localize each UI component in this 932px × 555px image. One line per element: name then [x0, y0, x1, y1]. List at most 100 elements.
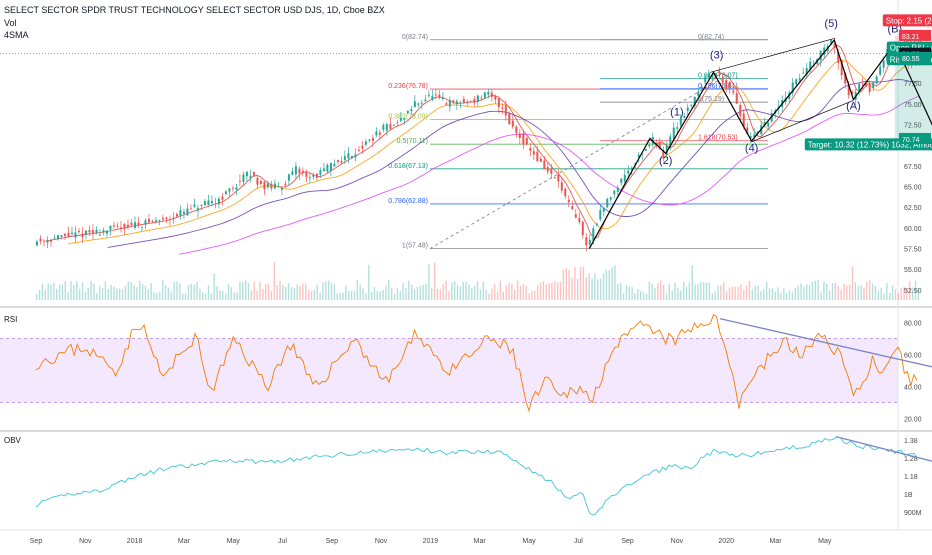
volume-bar: [866, 282, 867, 300]
candle-body: [57, 235, 59, 239]
volume-bar: [56, 289, 57, 300]
volume-bar: [62, 284, 63, 300]
volume-bar: [886, 283, 887, 300]
candle-body: [134, 222, 136, 228]
volume-bar: [105, 281, 106, 300]
price-axis-tick-label: 67.50: [904, 164, 922, 171]
volume-bar: [142, 284, 143, 300]
candle-body: [505, 106, 507, 116]
candle-body: [687, 107, 689, 110]
volume-bar: [79, 289, 80, 300]
volume-bar: [766, 282, 767, 300]
volume-bar: [291, 287, 292, 300]
volume-bar: [245, 280, 246, 300]
volume-bar: [216, 286, 217, 300]
time-axis-tick-label: Mar: [474, 538, 487, 545]
volume-bar: [239, 281, 240, 300]
candle-body: [270, 184, 272, 189]
volume-bar: [474, 286, 475, 300]
volume-bar: [254, 282, 255, 300]
candle-body: [592, 228, 594, 240]
candle-body: [193, 205, 195, 207]
candle-body: [155, 220, 157, 221]
volume-bar: [82, 282, 83, 300]
volume-bar: [531, 291, 532, 300]
volume-bar: [328, 281, 329, 300]
volume-bar: [763, 289, 764, 300]
candle-body: [106, 231, 108, 234]
candle-body: [494, 96, 496, 100]
candle-body: [466, 102, 468, 103]
volume-bar: [133, 285, 134, 300]
volume-bar: [772, 288, 773, 300]
volume-bar: [302, 283, 303, 300]
obv-title: OBV: [4, 436, 22, 445]
candle-body: [130, 223, 132, 225]
candle-body: [172, 218, 174, 219]
candle-body: [214, 204, 216, 205]
candle-body: [620, 179, 622, 183]
volume-bar: [723, 282, 724, 300]
time-axis-tick-label: Nov: [671, 538, 684, 545]
volume-bar: [50, 284, 51, 300]
volume-bar: [234, 292, 235, 300]
volume-bar: [617, 284, 618, 300]
volume-bar: [500, 281, 501, 300]
fib-level-label: 0.786(62.88): [388, 198, 428, 205]
volume-bar: [371, 292, 372, 300]
volume-bar: [179, 283, 180, 300]
volume-bar: [643, 292, 644, 300]
volume-bar: [153, 292, 154, 300]
volume-bar: [780, 293, 781, 300]
volume-bar: [883, 293, 884, 300]
candle-body: [60, 235, 62, 237]
volume-bar: [574, 267, 575, 300]
price-axis-tick-label: 60.00: [904, 226, 922, 233]
candle-body: [389, 124, 391, 129]
candle-body: [53, 238, 55, 239]
candle-body: [365, 141, 367, 144]
volume-bar: [654, 288, 655, 300]
candle-body: [347, 153, 349, 158]
volume-bar: [835, 283, 836, 300]
volume-bar: [812, 282, 813, 300]
price-axis-tick-label: 55.00: [904, 267, 922, 274]
candle-body: [407, 111, 409, 113]
volume-bar: [740, 284, 741, 300]
volume-bar: [265, 284, 266, 300]
volume-bar: [102, 288, 103, 300]
candle-body: [249, 176, 251, 178]
candle-body: [361, 146, 363, 149]
volume-bar: [737, 287, 738, 300]
candle-body: [218, 199, 220, 205]
candle-body: [337, 160, 339, 162]
candle-body: [92, 230, 94, 233]
candle-body: [123, 224, 125, 229]
volume-bar: [789, 290, 790, 300]
volume-bar: [311, 291, 312, 300]
volume-bar: [42, 284, 43, 300]
volume-bar: [425, 284, 426, 300]
volume-bar: [757, 286, 758, 300]
volume-bar: [188, 285, 189, 300]
candle-body: [71, 233, 73, 234]
volume-bar: [880, 288, 881, 300]
candle-body: [802, 73, 804, 74]
volume-bar: [906, 288, 907, 300]
volume-bar: [505, 285, 506, 300]
stop-label: Stop: 2.15 (2.65%) 215, Amount: 750.6: [883, 14, 932, 26]
candle-body: [326, 165, 328, 172]
candle-body: [729, 82, 731, 88]
stop-label-text: Stop: 2.15 (2.65%) 215, Amount: 750.6: [886, 16, 932, 25]
volume-bar: [39, 290, 40, 300]
candle-body: [547, 167, 549, 172]
time-axis-tick-label: Mar: [769, 538, 782, 545]
volume-bar: [491, 288, 492, 300]
candle-body: [246, 172, 248, 176]
volume-bar: [732, 286, 733, 300]
volume-bar: [514, 289, 515, 300]
volume-bar: [800, 283, 801, 300]
candle-body: [148, 219, 150, 222]
sma-indicator-label: 4SMA: [4, 30, 29, 40]
candle-body: [302, 171, 304, 173]
